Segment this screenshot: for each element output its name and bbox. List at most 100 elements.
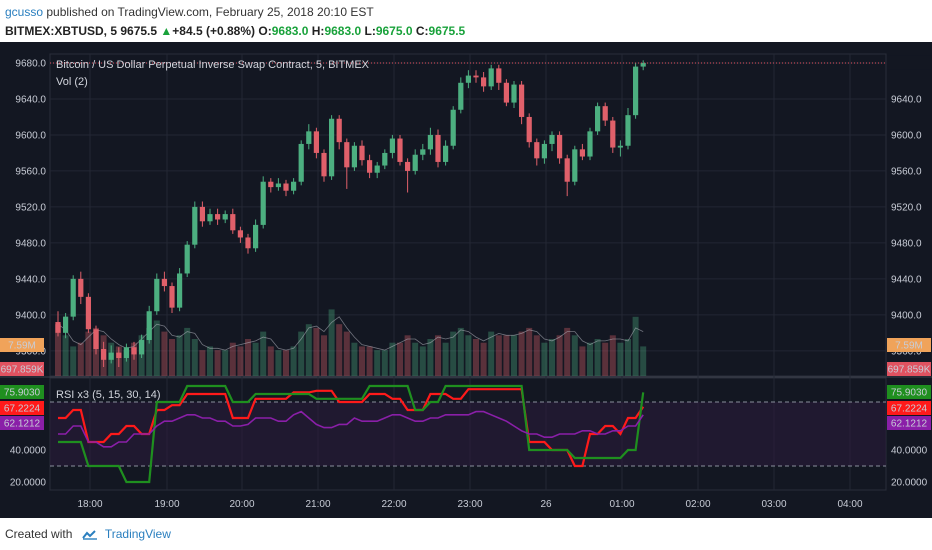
candle-body <box>595 106 601 132</box>
candle <box>602 102 608 126</box>
candle <box>435 129 441 168</box>
chart-area[interactable]: 9360.09360.09400.09400.09440.09440.09480… <box>0 42 932 518</box>
candle-body <box>579 149 585 157</box>
candle <box>443 140 449 166</box>
volume-bar <box>283 350 289 376</box>
candle <box>389 134 395 159</box>
tradingview-link[interactable]: TradingView <box>104 527 171 541</box>
publication-header: gcusso published on TradingView.com, Feb… <box>0 0 932 42</box>
candle <box>329 115 335 180</box>
volume-bar <box>184 327 191 376</box>
candle-body <box>541 143 547 159</box>
candle-body <box>359 145 365 161</box>
price-pane-frame <box>49 53 887 377</box>
volume-bar <box>526 327 533 376</box>
volume-bar <box>153 320 160 376</box>
candle <box>473 70 479 83</box>
candle <box>131 341 137 360</box>
price-tick-label-left: 9680.0 <box>15 58 46 69</box>
time-tick-label: 26 <box>540 499 552 510</box>
candle-body <box>625 115 631 146</box>
volume-badge-label-left: 697.859K <box>1 365 44 376</box>
volume-bar <box>313 327 320 376</box>
candle-body <box>382 152 388 166</box>
rsi-value-label-right: 67.2224 <box>891 404 928 415</box>
volume-bar <box>321 335 327 376</box>
volume-bar <box>123 350 130 376</box>
candle <box>488 64 494 90</box>
volume-bar <box>404 335 411 376</box>
rsi-indicator-title: RSI x3 (5, 15, 30, 14) <box>56 389 161 401</box>
candle-body <box>275 183 281 188</box>
volume-bar <box>366 346 373 376</box>
symbol-name: BITMEX:XBTUSD, 5 <box>5 24 118 38</box>
volume-bar <box>207 346 213 376</box>
price-tick-label-left: 9600.0 <box>15 130 46 141</box>
candle-body <box>549 134 555 144</box>
time-tick-label: 21:00 <box>305 499 330 510</box>
volume-badge-label-left: 7.59M <box>8 341 36 352</box>
candle <box>526 113 532 148</box>
volume-bar <box>625 339 631 376</box>
candle <box>519 80 525 125</box>
candle-body <box>412 154 418 171</box>
volume-bar <box>381 350 388 376</box>
volume-bar <box>533 335 540 376</box>
volume-bar <box>275 350 282 376</box>
candle <box>78 271 84 305</box>
volume-bar <box>85 331 92 376</box>
price-tick-label-left: 9560.0 <box>15 166 46 177</box>
volume-bar <box>435 335 441 376</box>
volume-bar <box>252 342 259 376</box>
candle <box>633 62 639 119</box>
volume-bar <box>609 335 616 376</box>
candle <box>465 70 471 89</box>
candle-body <box>245 237 251 249</box>
candle <box>511 80 517 108</box>
volume-bar <box>465 335 472 376</box>
price-tick-label-left: 9400.0 <box>15 310 46 321</box>
candle <box>291 178 297 195</box>
candle <box>481 71 487 92</box>
volume-bar <box>222 350 229 376</box>
candle-body <box>260 181 266 225</box>
candle-body <box>55 322 61 333</box>
rsi-value-badge-right <box>887 416 931 430</box>
candle-body <box>63 316 69 333</box>
volume-bar <box>495 335 502 376</box>
author-link[interactable]: gcusso <box>5 5 44 19</box>
volume-bar <box>564 327 571 376</box>
candle <box>169 282 175 314</box>
price-tick-label-left: 9480.0 <box>15 238 46 249</box>
candle-body <box>473 75 479 78</box>
volume-bar <box>412 342 419 376</box>
volume-bar <box>488 331 495 376</box>
candle <box>625 107 631 150</box>
candle <box>161 271 167 292</box>
candle-body <box>93 329 99 350</box>
candle-body <box>116 352 122 359</box>
candle-body <box>420 149 426 155</box>
volume-bar <box>176 335 183 376</box>
candle-body <box>602 106 608 121</box>
candle <box>313 127 319 159</box>
rsi-series-line <box>58 410 644 448</box>
volume-bar <box>594 339 601 376</box>
candle-body <box>329 118 335 177</box>
volume-bar <box>389 342 396 376</box>
candle <box>359 140 365 166</box>
symbol-legend: BITMEX:XBTUSD, 5 9675.5 ▲+84.5 (+0.88%) … <box>5 24 465 38</box>
candle <box>367 154 373 179</box>
volume-bar <box>374 350 381 376</box>
chart-svg[interactable]: 9360.09360.09400.09400.09440.09440.09480… <box>0 42 932 518</box>
candle <box>260 176 266 229</box>
rsi-tick-label-left: 20.0000 <box>10 478 47 489</box>
candle <box>268 178 274 193</box>
candle-body <box>268 181 274 188</box>
price-tick-label-left: 9640.0 <box>15 94 46 105</box>
candle-body <box>534 142 540 159</box>
candle-body <box>146 311 152 341</box>
volume-bar <box>450 331 457 376</box>
candle <box>579 143 585 161</box>
rsi-value-badge-left <box>0 401 44 415</box>
